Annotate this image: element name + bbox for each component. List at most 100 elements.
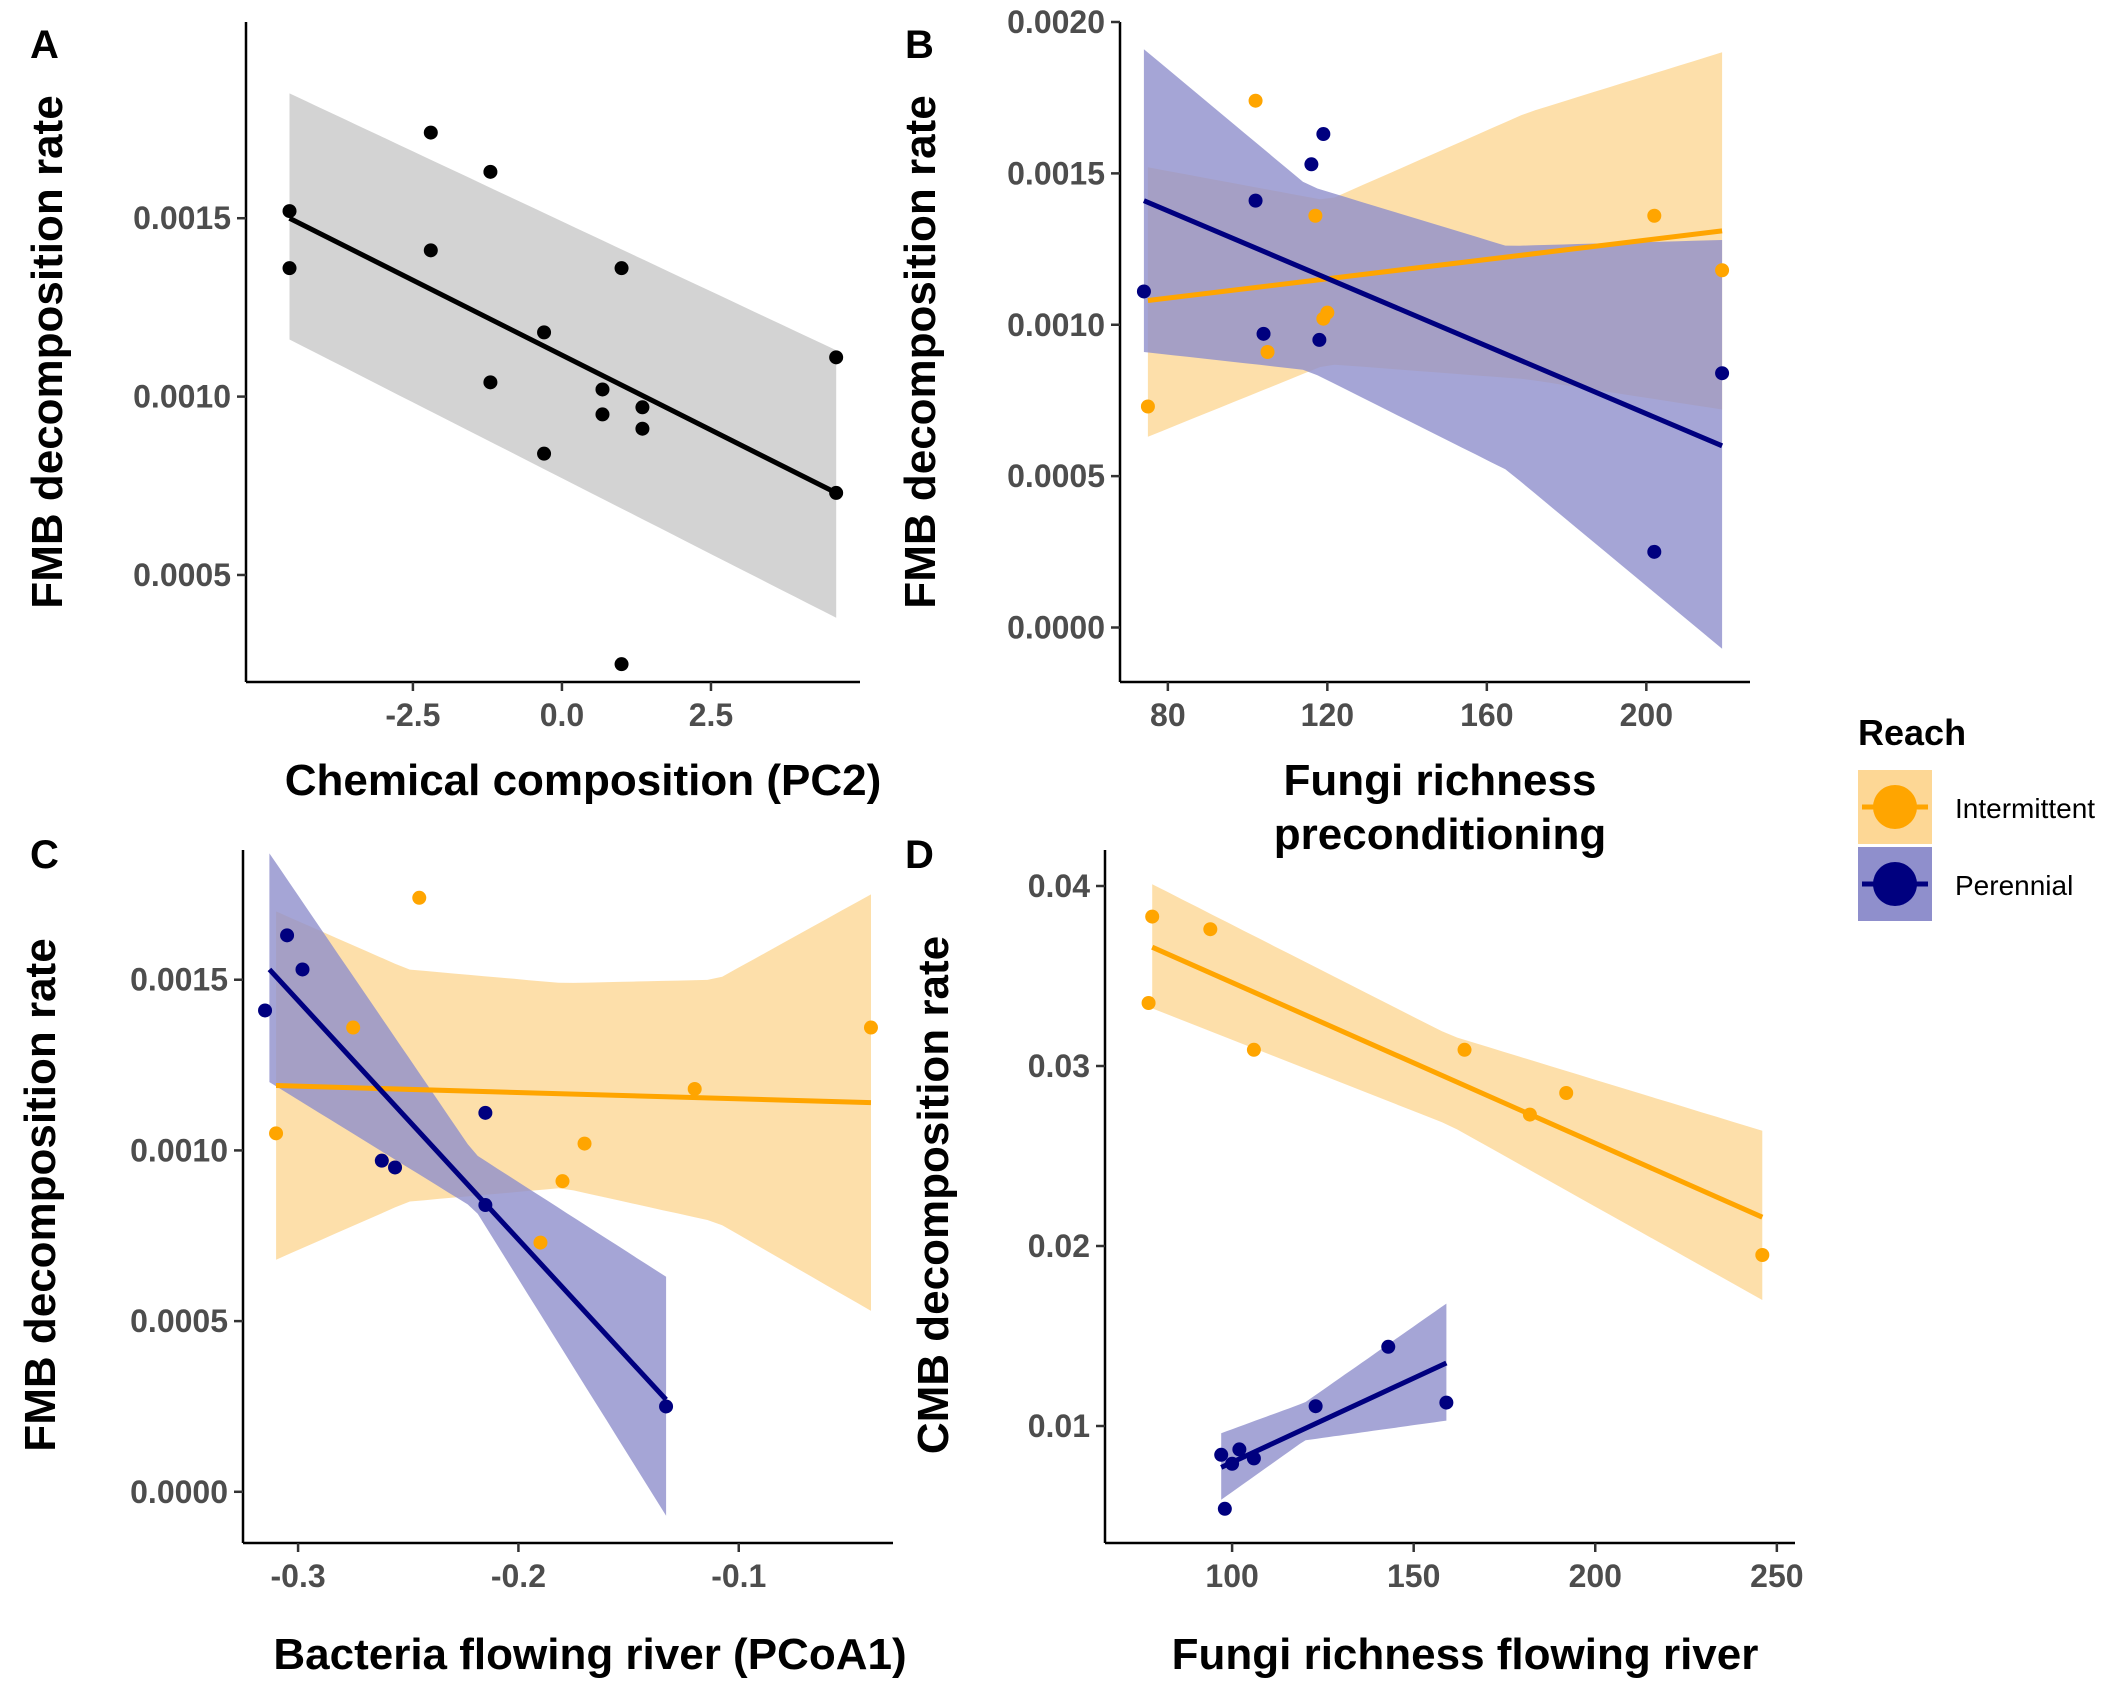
data-point-a-all-7 bbox=[537, 446, 552, 461]
y-tick-label-c-0: 0.0000 bbox=[130, 1474, 228, 1510]
fit-line-b-perennial bbox=[1142, 198, 1724, 449]
fit-line-b-intermittent bbox=[1147, 228, 1723, 304]
panel-b: B 80 120 160 200 0.0000 0.0005 0.0010 0.0015 0.0… bbox=[896, 4, 1750, 859]
panel-letter-b: B bbox=[905, 23, 934, 67]
confidence-band-b-perennial bbox=[1143, 49, 1723, 649]
data-point-b-perennial-3 bbox=[1304, 157, 1319, 172]
x-tick-label-d-2: 200 bbox=[1569, 1558, 1622, 1594]
data-point-d-intermittent-0 bbox=[1141, 996, 1156, 1010]
x-tick-label-d-0: 100 bbox=[1205, 1558, 1258, 1594]
data-point-c-perennial-0 bbox=[258, 1003, 273, 1018]
x-tick-label-b-3: 200 bbox=[1620, 697, 1673, 733]
data-point-b-perennial-2 bbox=[1256, 326, 1271, 341]
panel-letter-d: D bbox=[905, 833, 934, 877]
y-tick-label-c-3: 0.0015 bbox=[130, 962, 228, 998]
data-point-c-intermittent-2 bbox=[412, 890, 427, 905]
y-axis-title-d: CMB decomposition rate bbox=[909, 936, 958, 1454]
data-point-b-intermittent-6 bbox=[1647, 208, 1662, 223]
x-axis-title-b-line2: preconditioning bbox=[1274, 810, 1606, 859]
y-tick-label-b-1: 0.0005 bbox=[1007, 458, 1105, 494]
data-point-c-perennial-4 bbox=[388, 1160, 403, 1175]
y-tick-label-a-0: 0.0005 bbox=[133, 557, 231, 593]
x-tick-label-d-3: 250 bbox=[1750, 1558, 1803, 1594]
legend-label-perennial: Perennial bbox=[1955, 870, 2073, 901]
data-point-a-all-12 bbox=[635, 400, 650, 415]
data-point-a-all-5 bbox=[483, 375, 498, 390]
confidence-band-d-perennial bbox=[1221, 1303, 1447, 1500]
data-point-a-all-15 bbox=[829, 485, 844, 500]
data-point-a-all-2 bbox=[423, 125, 438, 140]
y-axis-title-a: FMB decomposition rate bbox=[23, 95, 72, 608]
panel-letter-c: C bbox=[30, 833, 59, 877]
panel-c: C -0.3 -0.2 -0.1 0.0000 0.0005 0.0010 0.0015 B… bbox=[16, 833, 907, 1679]
data-point-c-intermittent-3 bbox=[533, 1235, 548, 1250]
legend-item-perennial: Perennial bbox=[1858, 847, 2073, 921]
data-point-a-all-14 bbox=[829, 350, 844, 365]
data-point-c-perennial-5 bbox=[478, 1105, 493, 1120]
x-axis-title-c: Bacteria flowing river (PCoA1) bbox=[273, 1630, 906, 1679]
fit-line-d-intermittent bbox=[1151, 944, 1764, 1220]
data-point-b-perennial-1 bbox=[1248, 193, 1263, 208]
data-point-a-all-13 bbox=[635, 421, 650, 436]
data-point-c-perennial-3 bbox=[374, 1153, 389, 1168]
y-tick-label-d-3: 0.04 bbox=[1028, 868, 1090, 904]
legend-key-point-intermittent bbox=[1873, 785, 1917, 829]
data-point-a-all-4 bbox=[483, 164, 498, 179]
y-tick-label-a-1: 0.0010 bbox=[133, 379, 231, 415]
legend: Reach Intermittent Perennial bbox=[1858, 712, 2095, 921]
panel-d: D 100 150 200 250 0.01 0.02 0.03 0.04 Fungi ric… bbox=[905, 833, 1804, 1679]
legend-item-intermittent: Intermittent bbox=[1858, 770, 2095, 844]
data-point-c-intermittent-0 bbox=[269, 1126, 284, 1141]
data-point-c-intermittent-1 bbox=[346, 1020, 361, 1035]
data-point-b-intermittent-2 bbox=[1260, 345, 1275, 359]
x-tick-label-b-2: 160 bbox=[1460, 697, 1513, 733]
x-axis-title-a: Chemical composition (PC2) bbox=[285, 756, 882, 805]
data-point-d-perennial-7 bbox=[1439, 1395, 1454, 1410]
x-tick-label-c-1: -0.2 bbox=[491, 1558, 546, 1594]
data-point-d-intermittent-4 bbox=[1457, 1042, 1472, 1057]
x-tick-label-b-0: 80 bbox=[1150, 697, 1186, 733]
data-point-c-perennial-2 bbox=[295, 962, 310, 977]
x-tick-label-d-1: 150 bbox=[1387, 1558, 1440, 1594]
x-tick-label-a-0: -2.5 bbox=[385, 697, 440, 733]
data-point-c-intermittent-4 bbox=[555, 1174, 570, 1189]
data-point-b-perennial-7 bbox=[1715, 366, 1730, 381]
data-point-a-all-11 bbox=[614, 657, 629, 672]
data-point-b-intermittent-5 bbox=[1320, 305, 1335, 320]
data-point-a-all-8 bbox=[595, 382, 610, 397]
data-point-d-intermittent-5 bbox=[1522, 1107, 1537, 1122]
panel-a: A -2.5 0.0 2.5 0.0005 0.0010 0.0015 Chemical … bbox=[23, 22, 881, 805]
fit-line-c-intermittent bbox=[275, 1083, 872, 1106]
x-axis-title-b-line1: Fungi richness bbox=[1284, 756, 1597, 805]
data-point-a-all-3 bbox=[423, 243, 438, 258]
legend-label-intermittent: Intermittent bbox=[1955, 793, 2095, 824]
data-point-d-intermittent-7 bbox=[1755, 1248, 1770, 1262]
data-point-c-intermittent-5 bbox=[577, 1136, 592, 1151]
fit-line-a-all bbox=[288, 215, 838, 496]
x-tick-label-c-2: -0.1 bbox=[711, 1558, 766, 1594]
y-tick-label-d-0: 0.01 bbox=[1028, 1408, 1090, 1444]
data-point-c-perennial-7 bbox=[659, 1399, 674, 1414]
data-point-b-perennial-0 bbox=[1136, 284, 1151, 299]
y-tick-label-d-1: 0.02 bbox=[1028, 1228, 1090, 1264]
data-point-b-perennial-6 bbox=[1647, 544, 1662, 559]
y-tick-label-b-2: 0.0010 bbox=[1007, 307, 1105, 343]
data-point-d-intermittent-3 bbox=[1246, 1042, 1261, 1057]
y-tick-label-b-3: 0.0015 bbox=[1007, 155, 1105, 191]
legend-title: Reach bbox=[1858, 712, 1966, 753]
y-tick-label-a-2: 0.0015 bbox=[133, 200, 231, 236]
y-axis-title-c: FMB decomposition rate bbox=[16, 938, 65, 1451]
fit-line-d-perennial bbox=[1220, 1360, 1448, 1470]
legend-key-point-perennial bbox=[1873, 862, 1917, 906]
data-point-b-intermittent-3 bbox=[1308, 208, 1323, 223]
x-tick-label-a-1: 0.0 bbox=[540, 697, 584, 733]
data-point-b-perennial-5 bbox=[1316, 127, 1331, 142]
x-tick-label-c-0: -0.3 bbox=[271, 1558, 326, 1594]
data-point-b-perennial-4 bbox=[1312, 332, 1327, 347]
y-tick-label-b-0: 0.0000 bbox=[1007, 610, 1105, 646]
data-point-c-perennial-1 bbox=[280, 928, 295, 943]
data-point-d-perennial-0 bbox=[1214, 1447, 1229, 1462]
data-point-b-intermittent-0 bbox=[1140, 399, 1155, 414]
data-point-d-perennial-4 bbox=[1246, 1451, 1261, 1466]
y-tick-label-c-2: 0.0010 bbox=[130, 1132, 228, 1168]
